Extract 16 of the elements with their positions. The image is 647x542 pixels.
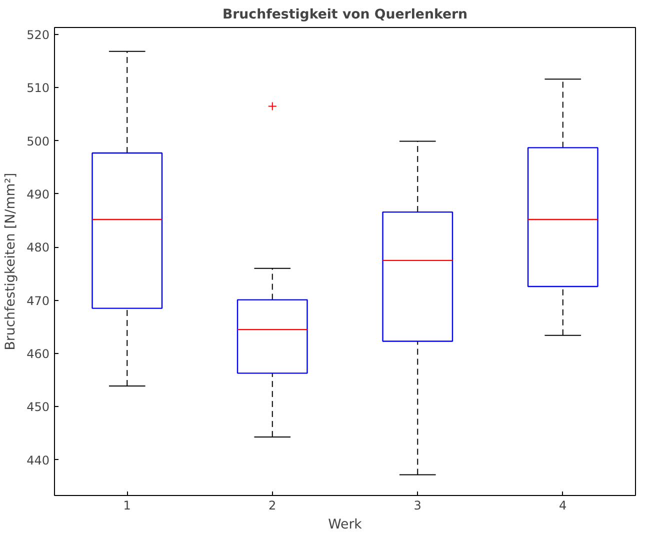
y-tick-label: 470	[26, 294, 50, 308]
y-tick-label: 450	[26, 400, 50, 414]
y-tick-label: 500	[26, 134, 50, 148]
y-tick-label: 440	[26, 453, 50, 468]
y-tick-label: 460	[26, 347, 50, 362]
x-tick-label: 4	[559, 498, 567, 512]
y-tick-label: 490	[26, 187, 50, 202]
y-tick-label: 510	[26, 81, 50, 96]
x-tick-label: 3	[414, 498, 422, 512]
y-tick-label: 520	[26, 28, 50, 42]
x-tick-label: 2	[268, 498, 276, 512]
x-tick-label: 1	[123, 498, 131, 512]
y-tick-label: 480	[26, 240, 50, 255]
chart-title: Bruchfestigkeit von Querlenkern	[222, 8, 468, 22]
y-axis-title: Bruchfestigkeiten [N/mm²]	[4, 172, 19, 350]
x-axis-title: Werk	[328, 518, 362, 532]
